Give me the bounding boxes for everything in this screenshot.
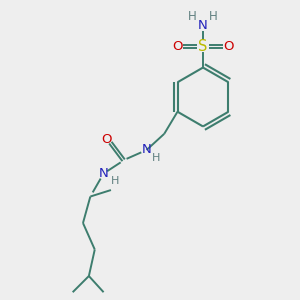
Text: H: H	[152, 153, 160, 163]
Text: H: H	[209, 11, 218, 23]
Text: N: N	[99, 167, 109, 180]
Text: S: S	[198, 39, 208, 54]
Text: N: N	[198, 19, 208, 32]
Text: N: N	[142, 143, 152, 157]
Text: H: H	[111, 176, 119, 186]
Text: H: H	[188, 11, 197, 23]
Text: O: O	[102, 133, 112, 146]
Text: O: O	[224, 40, 234, 53]
Text: O: O	[172, 40, 183, 53]
